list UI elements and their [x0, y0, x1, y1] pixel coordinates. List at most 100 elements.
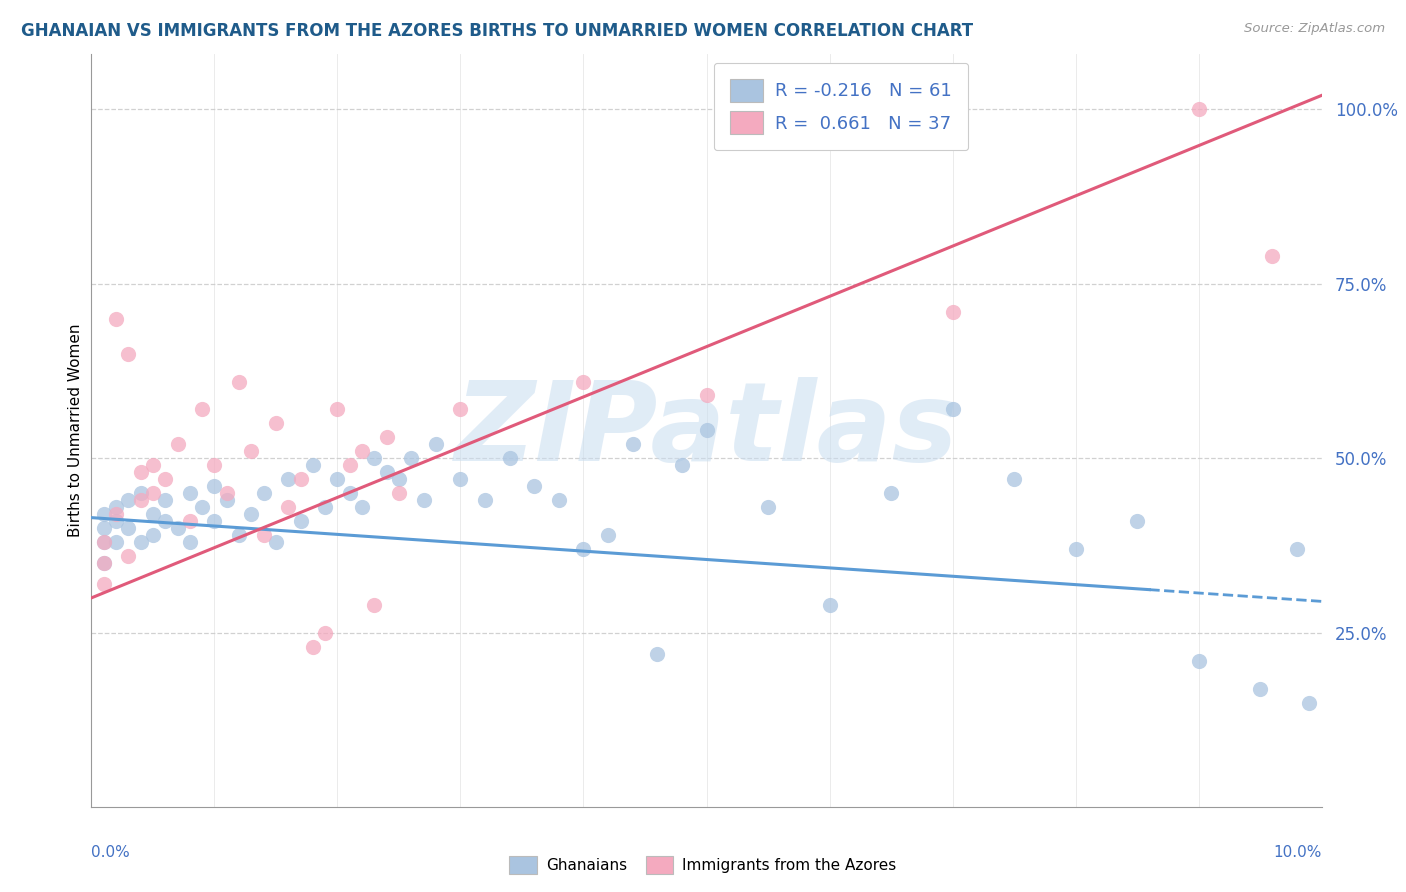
- Point: [202, 458, 225, 473]
- Point: [228, 375, 250, 389]
- Point: [942, 304, 965, 318]
- Point: [1298, 696, 1320, 710]
- Point: [240, 444, 263, 458]
- Point: [105, 507, 127, 521]
- Point: [671, 458, 693, 473]
- Point: [129, 465, 152, 479]
- Point: [498, 451, 520, 466]
- Point: [228, 528, 250, 542]
- Point: [350, 500, 373, 515]
- Point: [449, 472, 471, 486]
- Point: [449, 402, 471, 417]
- Point: [93, 535, 115, 549]
- Text: GHANAIAN VS IMMIGRANTS FROM THE AZORES BIRTHS TO UNMARRIED WOMEN CORRELATION CHA: GHANAIAN VS IMMIGRANTS FROM THE AZORES B…: [21, 22, 973, 40]
- Point: [142, 486, 165, 500]
- Legend: R = -0.216   N = 61, R =  0.661   N = 37: R = -0.216 N = 61, R = 0.661 N = 37: [714, 62, 969, 151]
- Point: [1126, 514, 1149, 528]
- Point: [129, 486, 152, 500]
- Point: [253, 486, 276, 500]
- Point: [363, 598, 385, 612]
- Point: [93, 535, 115, 549]
- Point: [301, 640, 323, 654]
- Point: [363, 451, 385, 466]
- Point: [326, 402, 349, 417]
- Point: [142, 458, 165, 473]
- Point: [117, 346, 139, 360]
- Point: [290, 472, 312, 486]
- Point: [202, 479, 225, 493]
- Point: [474, 493, 496, 508]
- Point: [264, 417, 287, 431]
- Point: [1286, 542, 1309, 557]
- Point: [1249, 681, 1271, 696]
- Point: [179, 514, 201, 528]
- Point: [425, 437, 447, 451]
- Point: [880, 486, 903, 500]
- Point: [314, 500, 336, 515]
- Point: [412, 493, 434, 508]
- Point: [756, 500, 779, 515]
- Point: [645, 647, 668, 661]
- Point: [153, 472, 177, 486]
- Point: [93, 556, 115, 570]
- Point: [142, 528, 165, 542]
- Point: [314, 625, 336, 640]
- Point: [153, 493, 177, 508]
- Point: [572, 375, 595, 389]
- Point: [339, 458, 361, 473]
- Point: [696, 424, 718, 438]
- Text: 0.0%: 0.0%: [91, 845, 131, 860]
- Point: [105, 311, 127, 326]
- Point: [93, 556, 115, 570]
- Point: [290, 514, 312, 528]
- Point: [105, 535, 127, 549]
- Point: [818, 598, 841, 612]
- Point: [375, 465, 398, 479]
- Point: [202, 514, 225, 528]
- Text: ZIPatlas: ZIPatlas: [454, 377, 959, 483]
- Legend: Ghanaians, Immigrants from the Azores: Ghanaians, Immigrants from the Azores: [503, 850, 903, 880]
- Point: [399, 451, 422, 466]
- Point: [179, 535, 201, 549]
- Point: [253, 528, 276, 542]
- Point: [388, 472, 411, 486]
- Point: [166, 521, 188, 535]
- Point: [179, 486, 201, 500]
- Point: [129, 493, 152, 508]
- Point: [117, 521, 139, 535]
- Point: [215, 493, 238, 508]
- Point: [105, 514, 127, 528]
- Point: [1187, 654, 1209, 668]
- Point: [277, 500, 299, 515]
- Point: [326, 472, 349, 486]
- Point: [339, 486, 361, 500]
- Point: [621, 437, 644, 451]
- Point: [264, 535, 287, 549]
- Point: [105, 500, 127, 515]
- Y-axis label: Births to Unmarried Women: Births to Unmarried Women: [67, 324, 83, 537]
- Point: [1261, 249, 1284, 263]
- Point: [596, 528, 619, 542]
- Point: [93, 577, 115, 591]
- Point: [942, 402, 965, 417]
- Point: [166, 437, 188, 451]
- Point: [350, 444, 373, 458]
- Point: [153, 514, 177, 528]
- Text: Source: ZipAtlas.com: Source: ZipAtlas.com: [1244, 22, 1385, 36]
- Point: [277, 472, 299, 486]
- Point: [93, 507, 115, 521]
- Point: [301, 458, 323, 473]
- Point: [523, 479, 546, 493]
- Point: [191, 402, 214, 417]
- Point: [547, 493, 569, 508]
- Point: [191, 500, 214, 515]
- Point: [1187, 103, 1209, 117]
- Point: [1002, 472, 1025, 486]
- Point: [388, 486, 411, 500]
- Point: [215, 486, 238, 500]
- Point: [240, 507, 263, 521]
- Point: [117, 493, 139, 508]
- Point: [696, 388, 718, 402]
- Point: [1064, 542, 1087, 557]
- Point: [142, 507, 165, 521]
